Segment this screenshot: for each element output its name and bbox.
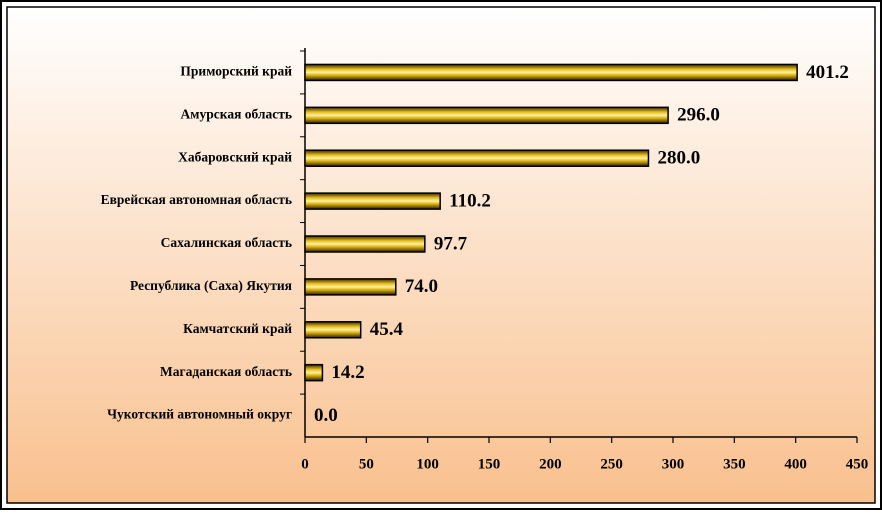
y-tick-label: Еврейская автономная область xyxy=(101,192,292,207)
y-tick-label: Камчатский край xyxy=(183,321,292,336)
plot-frame xyxy=(6,6,876,504)
value-label: 296.0 xyxy=(677,105,720,126)
bar xyxy=(304,321,362,339)
value-label: 0.0 xyxy=(314,405,338,426)
x-tick-label: 450 xyxy=(846,456,869,472)
x-tick-label: 100 xyxy=(416,456,439,472)
bar xyxy=(304,149,650,167)
value-label: 110.2 xyxy=(449,190,491,211)
x-tick-label: 350 xyxy=(723,456,746,472)
bar xyxy=(304,235,426,253)
y-tick-label: Республика (Саха) Якутия xyxy=(130,278,292,293)
x-tick-label: 250 xyxy=(600,456,623,472)
value-label: 401.2 xyxy=(806,62,849,83)
x-tick-label: 0 xyxy=(301,456,309,472)
bar xyxy=(304,278,397,296)
x-tick-label: 300 xyxy=(662,456,685,472)
value-label: 14.2 xyxy=(331,362,364,383)
value-label: 45.4 xyxy=(370,319,404,340)
value-label: 97.7 xyxy=(434,233,468,254)
bar xyxy=(304,192,441,210)
bar xyxy=(304,363,324,382)
x-tick-label: 150 xyxy=(478,456,501,472)
bar xyxy=(304,63,798,82)
bar xyxy=(304,106,669,125)
y-tick-label: Приморский край xyxy=(180,64,292,79)
x-tick-label: 400 xyxy=(784,456,807,472)
y-tick-label: Магаданская область xyxy=(160,364,292,379)
x-tick-label: 200 xyxy=(539,456,562,472)
value-label: 74.0 xyxy=(405,276,438,297)
y-tick-label: Сахалинская область xyxy=(161,235,292,250)
value-label: 280.0 xyxy=(657,148,700,169)
y-tick-label: Хабаровский край xyxy=(178,149,292,164)
x-tick-label: 50 xyxy=(359,456,374,472)
y-tick-label: Чукотский автономный округ xyxy=(107,407,292,422)
y-tick-label: Амурская область xyxy=(181,106,292,121)
